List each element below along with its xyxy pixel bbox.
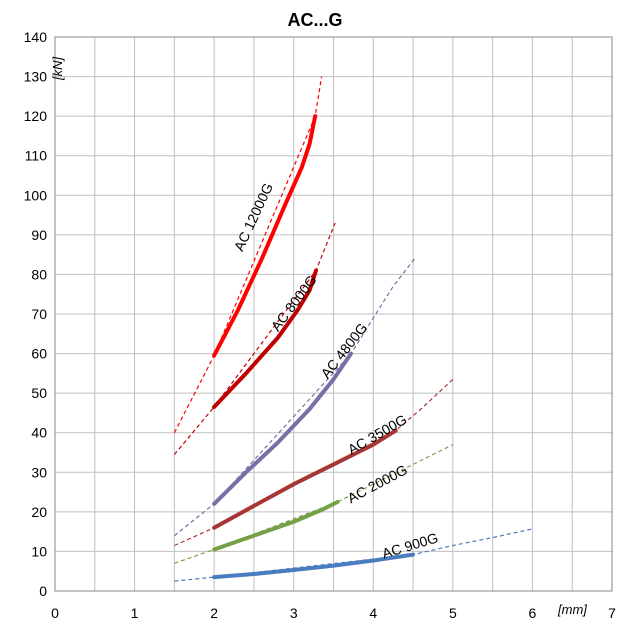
y-tick-label: 120: [24, 108, 48, 124]
series-line-ac-3500g: [212, 428, 398, 530]
series-dashed-ac-4800g: [174, 258, 416, 537]
y-tick-label: 140: [24, 29, 48, 45]
series-dashed-ac-8000g: [173, 222, 336, 455]
y-tick-label: 20: [31, 504, 47, 520]
series-line-ac-8000g: [212, 268, 318, 409]
gridlines: [54, 36, 613, 592]
axes: 0 10 20 30 40 50 60 70 80 90 100 110 120 130 140 0 1 2 3 4 5…: [24, 29, 616, 621]
y-tick-label: 40: [31, 425, 47, 441]
x-tick-label: 5: [449, 605, 457, 621]
y-tick-label: 70: [31, 306, 47, 322]
series-lines: [173, 76, 533, 582]
y-tick-label: 50: [31, 385, 47, 401]
x-tick-label: 1: [131, 605, 139, 621]
series-line-ac-12000g: [212, 114, 318, 358]
x-tick-label: 6: [529, 605, 537, 621]
x-tick-label: 2: [210, 605, 218, 621]
y-tick-label: 110: [25, 148, 48, 164]
y-tick-label: 130: [24, 69, 48, 85]
y-tick-label: 60: [31, 346, 47, 362]
x-tick-label: 4: [369, 605, 377, 621]
x-tick-label: 3: [290, 605, 298, 621]
y-tick-label: 30: [31, 464, 47, 480]
x-tick-label: 0: [51, 605, 59, 621]
series-dashed-ac-2000g: [174, 444, 454, 564]
series-label-ac-4800g: AC 4800G: [317, 320, 370, 381]
y-tick-label: 0: [39, 583, 47, 599]
x-axis-unit: [mm]: [557, 602, 587, 617]
y-tick-label: 90: [31, 227, 47, 243]
series-dashed-ac-900g: [174, 528, 533, 582]
x-tick-label: 7: [608, 605, 616, 621]
series-line-ac-4800g: [212, 351, 353, 506]
y-axis-unit: [kN]: [50, 57, 65, 82]
series-dashed-ac-12000g: [173, 76, 323, 433]
y-tick-label: 80: [31, 266, 47, 282]
y-tick-label: 10: [31, 543, 47, 559]
series-dashed-ac-3500g: [174, 378, 454, 547]
plot-area-border: [54, 36, 613, 592]
series-label-ac-2000g: AC 2000G: [345, 461, 410, 506]
chart-title: AC...G: [287, 10, 342, 30]
series-label-ac-3500g: AC 3500G: [345, 411, 410, 458]
y-tick-label: 100: [24, 187, 48, 203]
series-line-ac-900g: [212, 552, 416, 580]
